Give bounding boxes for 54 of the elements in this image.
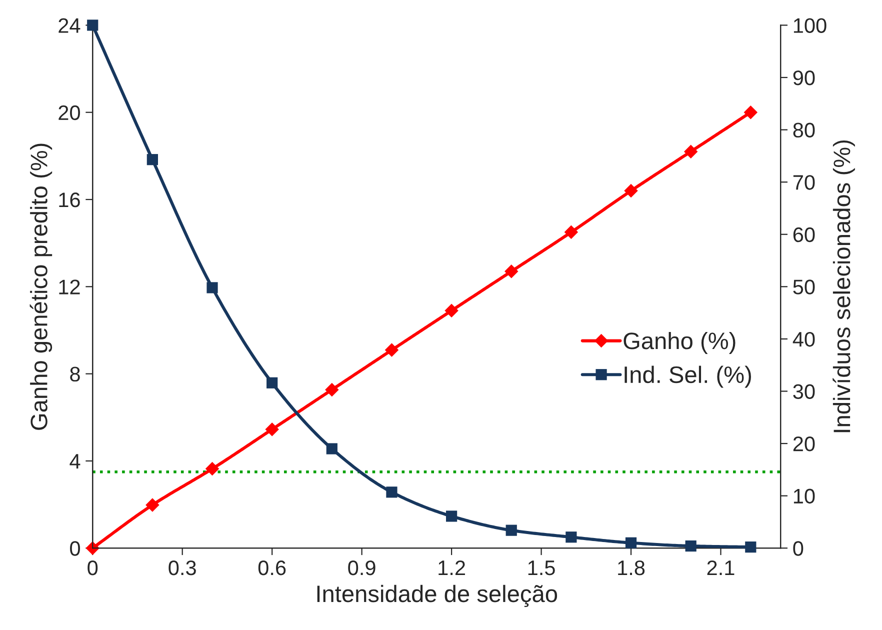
point [146, 154, 158, 166]
legend-label: Ganho (%) [624, 332, 736, 354]
y2-tick-label: 90 [793, 70, 815, 86]
y2-tick-label: 10 [794, 488, 815, 504]
point [205, 462, 220, 476]
point [564, 225, 578, 240]
x-tick-label: 0.3 [168, 560, 196, 576]
point [325, 382, 339, 397]
x-tick-label: 1.8 [618, 560, 645, 576]
y-tick-label: 16 [59, 192, 80, 208]
y-tick-label: 12 [59, 280, 80, 294]
point [625, 537, 637, 548]
y-axis-title: Ganho genético predito (%) [30, 144, 52, 430]
y2-tick-label: 70 [793, 175, 815, 190]
y2-tick-label: 40 [792, 332, 815, 347]
point [506, 524, 517, 536]
y2-tick-label: 20 [793, 436, 815, 452]
y2-tick-label: 50 [793, 280, 815, 294]
legend-label: Ind. Sel. (%) [624, 366, 751, 388]
point [206, 282, 218, 294]
y-tick-label: 8 [70, 366, 80, 382]
point [566, 532, 577, 543]
y2-tick-label: 30 [793, 384, 815, 399]
y2-axis-title: Indivíduos selecionados (%) [832, 140, 855, 432]
point [504, 264, 518, 278]
point [745, 542, 756, 553]
point [384, 343, 399, 357]
x-axis-title: Intensidade de seleção [317, 584, 558, 607]
point [86, 541, 100, 555]
x-tick-label: 0 [88, 560, 98, 576]
y2-tick-label: 100 [794, 18, 826, 33]
y2-tick-label: 0 [793, 541, 804, 556]
x-tick-label: 1.2 [438, 560, 465, 576]
y-tick-label: 20 [58, 105, 80, 120]
x-tick-label: 0.6 [258, 560, 286, 576]
point [444, 304, 458, 318]
x-tick-label: 2.1 [707, 560, 734, 576]
point [624, 184, 638, 198]
x-tick-label: 1.5 [528, 560, 555, 576]
y2-tick-label: 80 [793, 122, 815, 138]
y-tick-label: 4 [70, 454, 80, 468]
point [744, 105, 758, 120]
point [326, 443, 338, 454]
point [684, 144, 698, 158]
point [386, 486, 398, 498]
y2-tick-label: 60 [793, 227, 815, 242]
x-tick-label: 0.9 [348, 560, 376, 576]
point [446, 510, 458, 522]
y-tick-label: 0 [70, 541, 80, 556]
point [265, 422, 279, 436]
point [685, 540, 696, 552]
point [146, 498, 160, 512]
point [266, 377, 278, 388]
y-tick-label: 24 [58, 18, 80, 33]
